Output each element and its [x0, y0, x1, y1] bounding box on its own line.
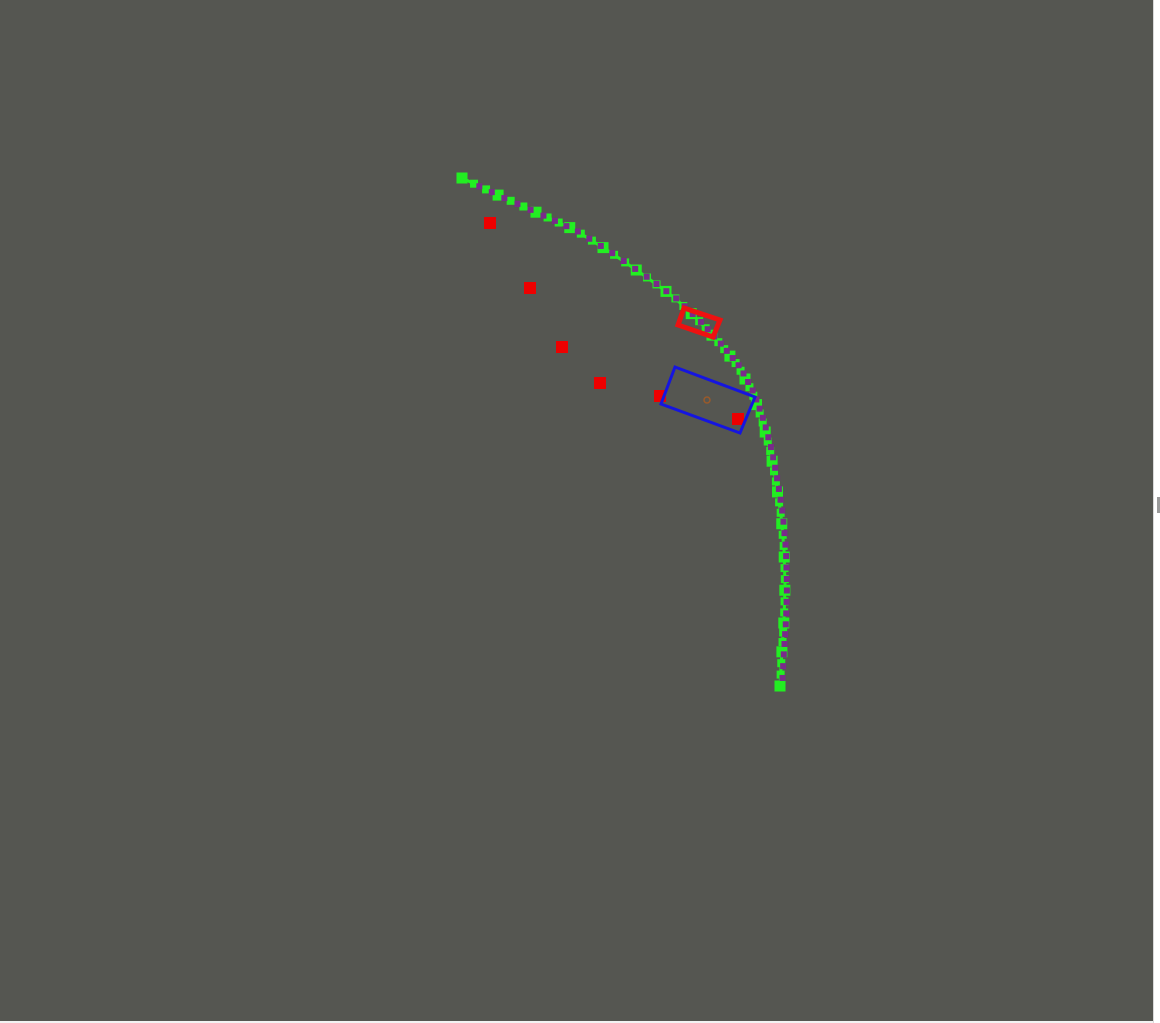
- ego-center-marker: [703, 396, 711, 404]
- target-vehicle-box: [674, 304, 724, 341]
- path-point-green: [758, 418, 767, 427]
- path-point-purple: [745, 378, 752, 385]
- path-point-green: [519, 202, 528, 211]
- path-point-green: [774, 680, 786, 692]
- path-point-purple: [597, 242, 604, 249]
- path-point-purple: [740, 370, 747, 377]
- path-point-purple: [501, 195, 508, 202]
- path-point-purple: [783, 553, 790, 560]
- vehicle-boxes: [659, 304, 757, 435]
- path-point-green: [530, 206, 542, 218]
- path-point-purple: [770, 454, 777, 461]
- path-point-green: [739, 373, 751, 385]
- path-point-purple: [767, 444, 774, 451]
- path-point-green: [763, 437, 772, 446]
- path-point-purple: [783, 587, 790, 594]
- obstacle-marker: [524, 282, 536, 294]
- path-point-green: [482, 185, 491, 194]
- path-point-purple: [775, 485, 782, 492]
- path-point-purple: [643, 273, 650, 280]
- path-point-green: [776, 670, 785, 679]
- path-point-green: [766, 455, 778, 467]
- path-point-green: [492, 189, 504, 201]
- path-point-green: [755, 409, 764, 418]
- viewport-bottom-border: [0, 1021, 1153, 1023]
- path-point-purple: [723, 347, 730, 354]
- path-point-purple: [620, 258, 627, 265]
- path-point-purple: [488, 189, 495, 196]
- ego-vehicle-box: [659, 365, 757, 435]
- path-point-purple: [781, 530, 788, 537]
- path-point-purple: [780, 651, 787, 658]
- path-point-purple: [574, 228, 581, 235]
- path-point-purple: [782, 631, 789, 638]
- path-point-purple: [609, 250, 616, 257]
- path-point-purple: [540, 212, 547, 219]
- path-point-purple: [759, 414, 766, 421]
- path-point-purple: [735, 362, 742, 369]
- path-point-green: [543, 213, 552, 222]
- path-point-purple: [663, 288, 670, 295]
- path-point-purple: [653, 280, 660, 287]
- obstacle-marker: [556, 341, 568, 353]
- path-point-purple: [729, 355, 736, 362]
- path-point-purple: [673, 295, 680, 302]
- path-point-green: [759, 426, 771, 438]
- path-point-purple: [777, 496, 784, 503]
- path-point-purple: [782, 541, 789, 548]
- path-point-green: [506, 196, 515, 205]
- path-point-purple: [783, 564, 790, 571]
- path-point-purple: [753, 396, 760, 403]
- path-point-purple: [586, 235, 593, 242]
- path-point-purple: [772, 464, 779, 471]
- path-point-green: [456, 172, 468, 184]
- path-point-green: [766, 447, 775, 456]
- path-point-purple: [783, 598, 790, 605]
- path-point-purple: [756, 405, 763, 412]
- path-point-purple: [476, 183, 483, 190]
- obstacle-marker: [732, 413, 744, 425]
- path-point-purple: [563, 223, 570, 230]
- path-point-green: [771, 477, 780, 486]
- path-point-purple: [783, 610, 790, 617]
- path-point-purple: [781, 640, 788, 647]
- path-point-purple: [514, 200, 521, 207]
- path-point-purple: [749, 387, 756, 394]
- splitter-handle[interactable]: [1157, 497, 1160, 513]
- path-point-purple: [782, 621, 789, 628]
- path-point-purple: [704, 326, 711, 333]
- obstacle-marker: [484, 217, 496, 229]
- reference-path-purple: [476, 183, 790, 681]
- path-point-purple: [779, 674, 786, 681]
- path-point-green: [745, 383, 754, 392]
- path-point-purple: [527, 206, 534, 213]
- path-point-purple: [551, 217, 558, 224]
- path-point-green: [470, 179, 479, 188]
- path-point-purple: [783, 576, 790, 583]
- path-point-purple: [697, 318, 704, 325]
- path-point-green: [564, 222, 576, 234]
- path-point-green: [751, 399, 762, 411]
- path-point-green: [770, 467, 778, 476]
- path-point-purple: [632, 265, 639, 272]
- path-point-purple: [717, 340, 724, 347]
- path-point-purple: [689, 311, 696, 318]
- path-point-green: [554, 218, 563, 227]
- path-point-purple: [765, 434, 772, 441]
- path-point-purple: [780, 663, 787, 670]
- obstacle-marker: [594, 377, 606, 389]
- path-point-purple: [762, 424, 769, 431]
- path-point-purple: [774, 475, 781, 482]
- obstacle-markers: [484, 217, 744, 425]
- path-point-purple: [780, 518, 787, 525]
- viewport-right-border: [1153, 0, 1160, 1023]
- path-point-purple: [779, 507, 786, 514]
